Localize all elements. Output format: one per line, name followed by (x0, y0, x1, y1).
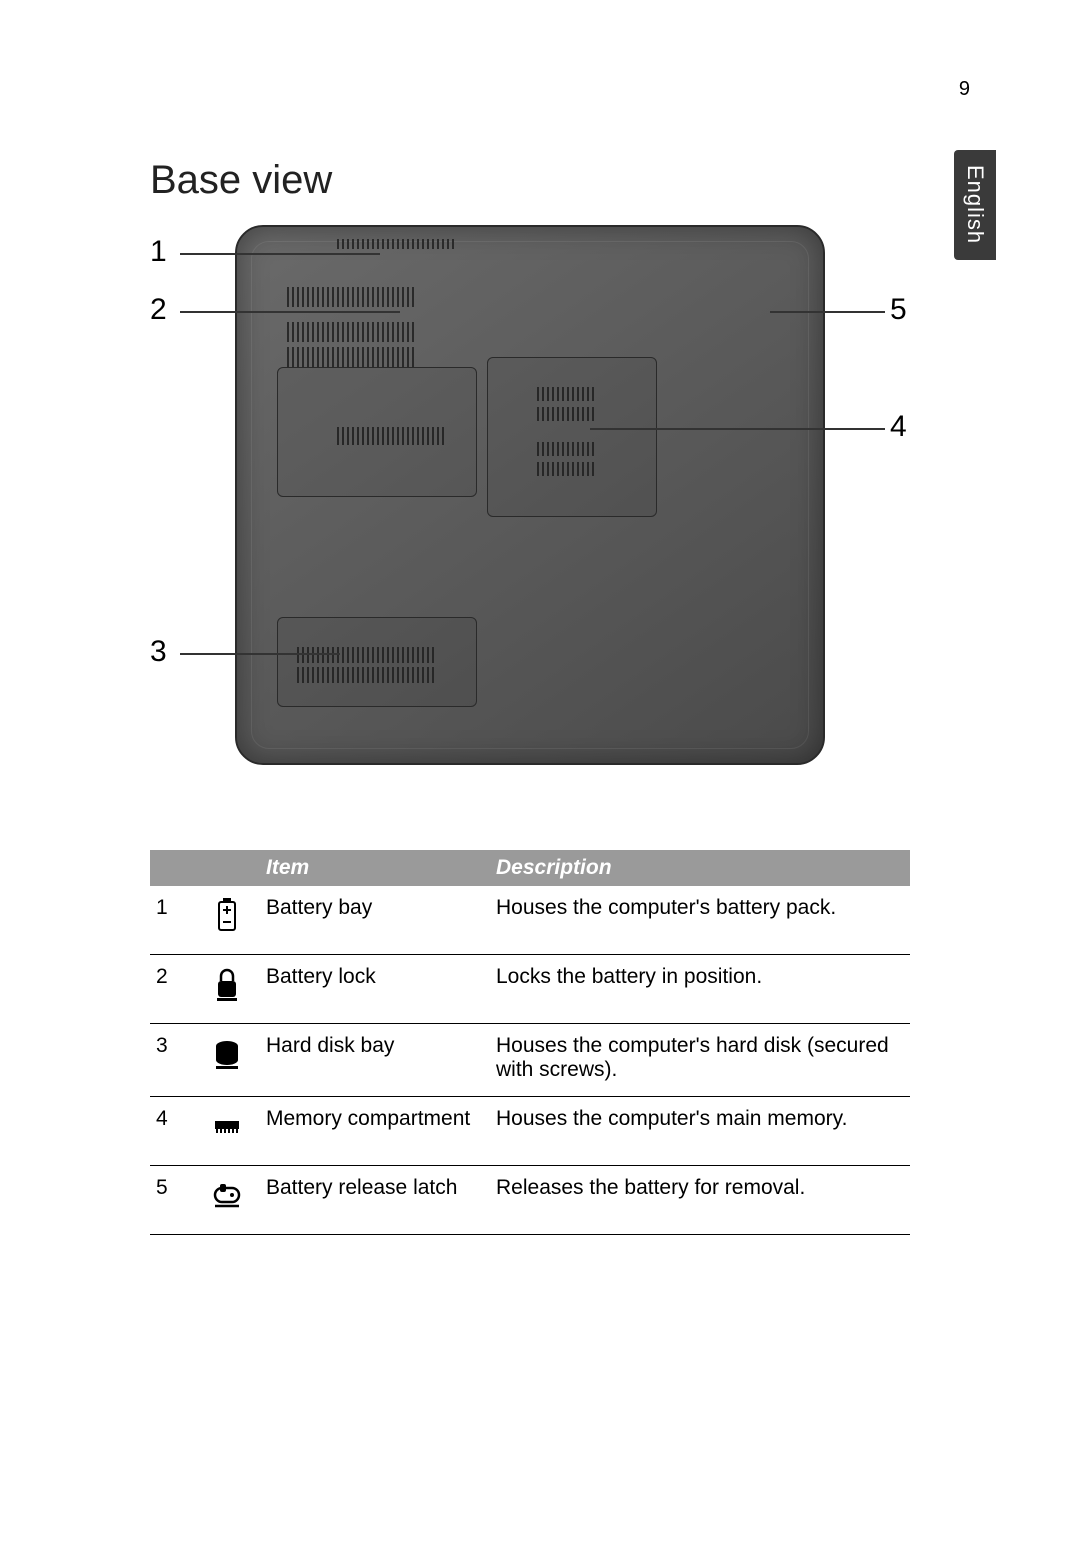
row-item: Battery lock (256, 955, 486, 1024)
row-icon (198, 955, 256, 1024)
language-tab: English (954, 150, 996, 260)
row-description: Houses the computer's main memory. (486, 1097, 910, 1166)
callout-number: 2 (150, 293, 167, 327)
row-number: 2 (150, 955, 198, 1024)
callout-number: 1 (150, 235, 167, 269)
lock-icon (211, 965, 243, 1003)
table-row: 2 Battery lockLocks the battery in positi… (150, 955, 910, 1024)
table-row: 5 Battery release latchReleases the batte… (150, 1166, 910, 1235)
table-row: 1 Battery bayHouses the computer's batter… (150, 886, 910, 955)
row-icon (198, 1024, 256, 1097)
table-row: 4 Memory compartmentHouses the computer's… (150, 1097, 910, 1166)
row-number: 5 (150, 1166, 198, 1235)
latch-icon (211, 1176, 243, 1214)
hdd-icon (211, 1036, 243, 1074)
row-number: 1 (150, 886, 198, 955)
laptop-base-illustration (235, 225, 825, 765)
table-header-row: Item Description (150, 850, 910, 886)
col-icon (198, 850, 256, 886)
row-number: 4 (150, 1097, 198, 1166)
row-item: Hard disk bay (256, 1024, 486, 1097)
row-item: Battery bay (256, 886, 486, 955)
callout-number: 4 (890, 410, 907, 444)
row-description: Houses the computer's hard disk (secured… (486, 1024, 910, 1097)
components-table: Item Description 1Battery bayHouses the … (150, 850, 910, 1235)
callout-line (180, 311, 400, 313)
row-number: 3 (150, 1024, 198, 1097)
col-number (150, 850, 198, 886)
callout-number: 5 (890, 293, 907, 327)
callout-line (180, 653, 340, 655)
callout-line (770, 311, 885, 313)
row-icon (198, 886, 256, 955)
col-description: Description (486, 850, 910, 886)
row-description: Houses the computer's battery pack. (486, 886, 910, 955)
callout-number: 3 (150, 635, 167, 669)
table-row: 3 Hard disk bayHouses the computer's hard… (150, 1024, 910, 1097)
col-item: Item (256, 850, 486, 886)
row-description: Releases the battery for removal. (486, 1166, 910, 1235)
callout-line (590, 428, 885, 430)
section-title: Base view (150, 158, 332, 203)
row-item: Memory compartment (256, 1097, 486, 1166)
language-tab-label: English (962, 165, 988, 244)
battery-icon (211, 896, 243, 934)
row-item: Battery release latch (256, 1166, 486, 1235)
base-view-diagram: 1 2 3 4 5 (150, 215, 910, 775)
memory-icon (211, 1107, 243, 1145)
row-icon (198, 1097, 256, 1166)
callout-line (180, 253, 380, 255)
row-description: Locks the battery in position. (486, 955, 910, 1024)
row-icon (198, 1166, 256, 1235)
page-number: 9 (959, 78, 970, 101)
